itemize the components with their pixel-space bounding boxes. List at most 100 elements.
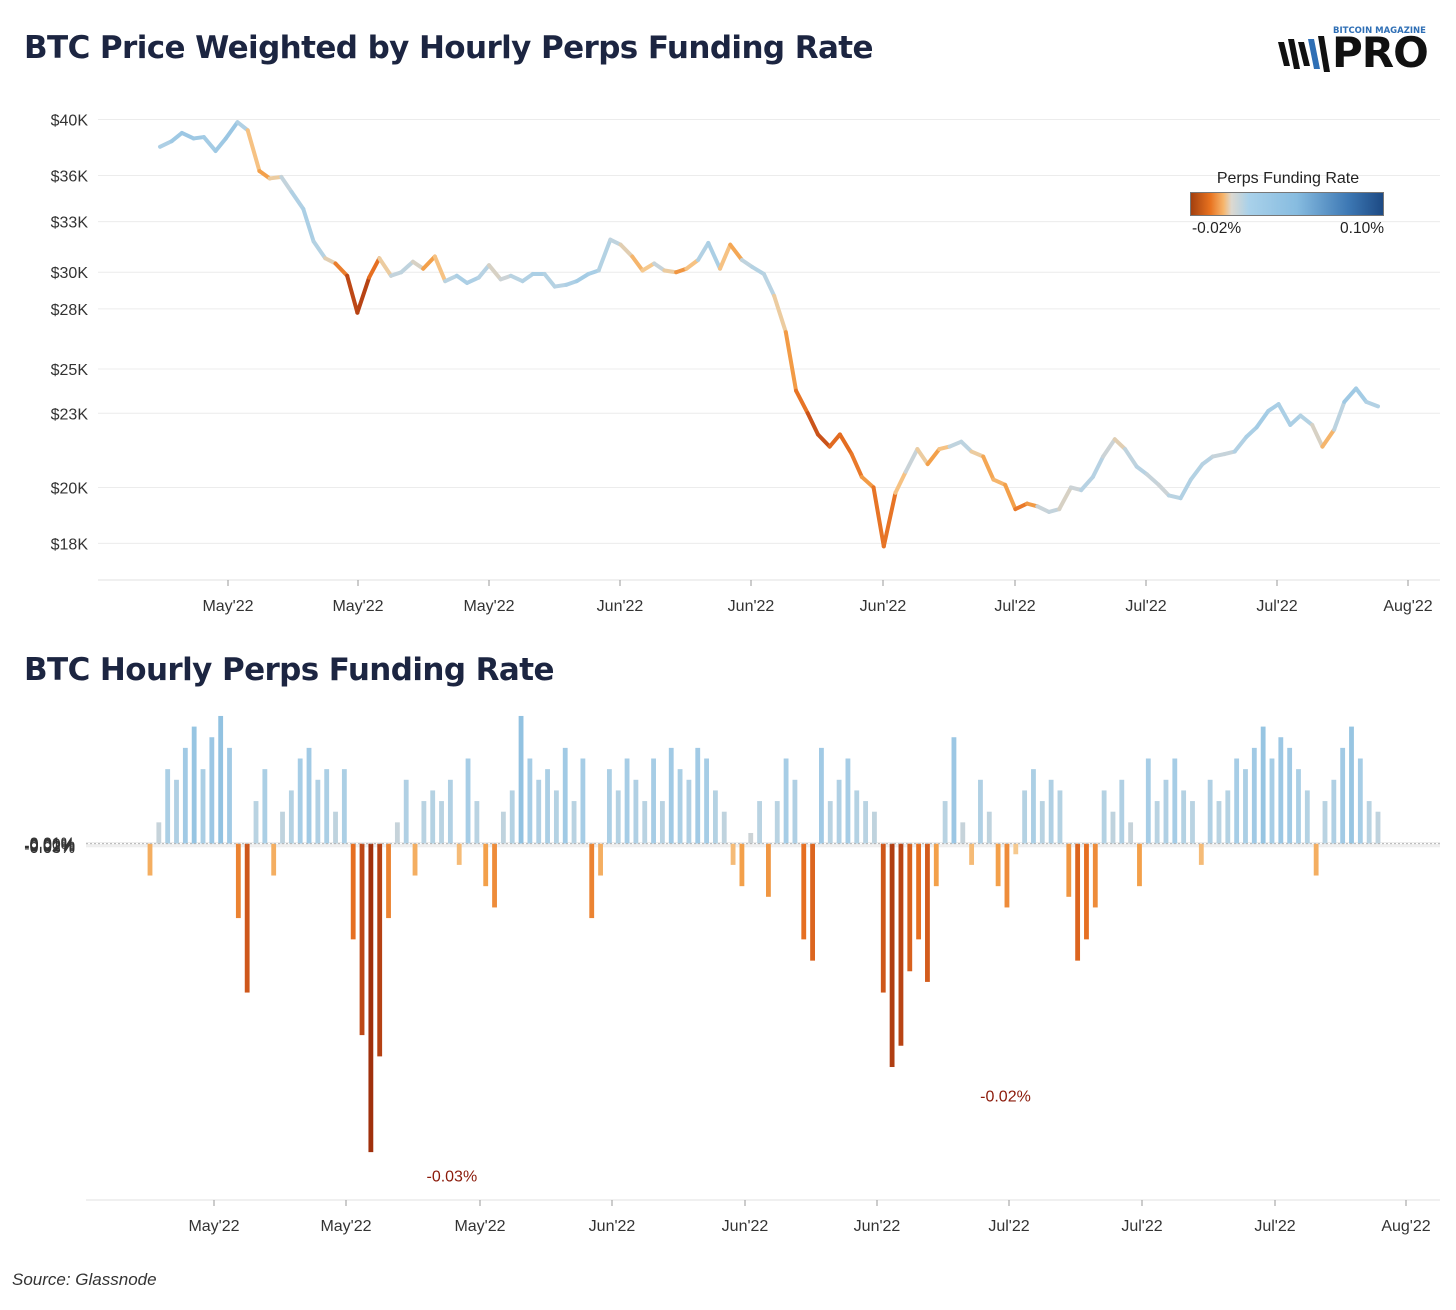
price-line-segment bbox=[542, 272, 557, 289]
funding-bar bbox=[227, 747, 232, 844]
price-y-tick: $36K bbox=[51, 168, 89, 185]
funding-bar bbox=[827, 801, 833, 844]
price-line-segment bbox=[1101, 437, 1117, 459]
funding-bar bbox=[297, 758, 303, 844]
funding-bar bbox=[509, 790, 515, 844]
funding-bar bbox=[880, 843, 886, 993]
price-line-segment bbox=[903, 447, 920, 474]
legend-color-bar bbox=[1190, 192, 1384, 216]
funding-bar bbox=[174, 779, 179, 844]
price-line-segment bbox=[235, 120, 250, 133]
funding-bar bbox=[677, 769, 683, 844]
price-line-segment bbox=[257, 169, 272, 181]
funding-bar bbox=[695, 747, 701, 844]
funding-bar bbox=[1075, 843, 1081, 961]
funding-bar bbox=[218, 715, 224, 844]
price-y-tick: $25K bbox=[51, 362, 89, 379]
funding-bar bbox=[165, 769, 171, 844]
price-line-segment bbox=[959, 439, 974, 454]
funding-bar bbox=[1137, 843, 1142, 887]
source-note: Source: Glassnode bbox=[12, 1270, 157, 1289]
funding-bar bbox=[606, 769, 612, 844]
price-line-segment bbox=[728, 242, 744, 262]
price-line-segment bbox=[1166, 493, 1183, 501]
price-line-segment bbox=[837, 432, 854, 457]
funding-bar bbox=[721, 811, 727, 844]
funding-bar bbox=[686, 779, 692, 844]
funding-bar bbox=[651, 758, 656, 844]
price-y-tick: $33K bbox=[51, 215, 89, 232]
price-line-segment bbox=[201, 135, 218, 153]
funding-bar bbox=[1207, 779, 1213, 844]
funding-bar bbox=[1331, 779, 1337, 844]
funding-bar bbox=[394, 822, 400, 844]
price-line-segment bbox=[871, 485, 886, 549]
price-line-segment bbox=[596, 237, 613, 273]
price-line-segment bbox=[213, 136, 228, 153]
price-line-segment bbox=[1144, 472, 1161, 487]
bitcoin-magazine-pro-logo: BITCOIN MAGAZINE PRO bbox=[1276, 26, 1442, 76]
price-line-segment bbox=[815, 432, 832, 449]
price-line-segment bbox=[1200, 454, 1215, 467]
funding-bar bbox=[324, 769, 330, 844]
funding-annotation: -0.03% bbox=[426, 1168, 477, 1185]
funding-bar bbox=[1092, 843, 1098, 908]
price-line-segment bbox=[1035, 504, 1052, 514]
price-line-segment bbox=[1254, 408, 1271, 430]
price-line-segment bbox=[245, 128, 262, 174]
price-line-segment bbox=[1090, 454, 1106, 479]
funding-bar bbox=[872, 811, 877, 844]
price-line-segment bbox=[915, 447, 930, 467]
price-line-segment bbox=[158, 139, 174, 149]
price-line-segment bbox=[706, 240, 723, 271]
funding-x-tick: Jul'22 bbox=[1121, 1218, 1162, 1235]
funding-bar bbox=[271, 843, 277, 876]
price-y-tick: $40K bbox=[51, 113, 89, 130]
price-y-tick: $23K bbox=[51, 406, 89, 423]
funding-bar bbox=[439, 801, 444, 844]
funding-bar bbox=[288, 790, 294, 844]
funding-bar bbox=[368, 843, 374, 1153]
price-line-segment bbox=[1364, 399, 1380, 409]
funding-bar bbox=[1216, 801, 1222, 844]
price-line-segment bbox=[739, 257, 755, 269]
funding-bar bbox=[854, 790, 860, 844]
price-line-segment bbox=[849, 452, 864, 479]
price-line-segment bbox=[1112, 437, 1128, 452]
price-line-segment bbox=[223, 120, 240, 141]
funding-bar bbox=[553, 790, 559, 844]
funding-bar bbox=[730, 843, 736, 865]
price-x-tick: Jul'22 bbox=[1256, 598, 1297, 615]
funding-bar bbox=[978, 779, 983, 844]
price-line-segment bbox=[1123, 447, 1139, 469]
funding-bar bbox=[1304, 790, 1310, 844]
price-line-segment bbox=[1003, 482, 1018, 512]
funding-bar bbox=[1172, 758, 1178, 844]
price-line-segment bbox=[761, 272, 777, 298]
price-line-segment bbox=[981, 454, 996, 482]
funding-bar bbox=[792, 779, 798, 844]
funding-bar bbox=[315, 779, 321, 844]
logo-pro-text: PRO bbox=[1332, 28, 1429, 77]
funding-bar bbox=[1313, 843, 1319, 876]
funding-bar bbox=[253, 801, 259, 844]
funding-x-tick: Aug'22 bbox=[1381, 1218, 1430, 1235]
funding-bar bbox=[1225, 790, 1231, 844]
price-line-segment bbox=[805, 411, 820, 437]
funding-bar bbox=[1154, 801, 1160, 844]
price-line-segment bbox=[1188, 462, 1205, 482]
funding-bar bbox=[1057, 790, 1063, 844]
funding-bar bbox=[916, 843, 922, 940]
funding-bar bbox=[1048, 779, 1054, 844]
price-line-segment bbox=[1244, 425, 1259, 439]
funding-bar bbox=[377, 843, 383, 1057]
price-x-tick: Jul'22 bbox=[994, 598, 1035, 615]
price-line-segment bbox=[618, 242, 635, 259]
funding-bar bbox=[633, 779, 639, 844]
price-line-segment bbox=[345, 273, 360, 315]
funding-bar bbox=[845, 758, 851, 844]
price-line-segment bbox=[1342, 386, 1359, 404]
funding-bar bbox=[1110, 811, 1116, 844]
funding-bar bbox=[1119, 779, 1125, 844]
logo-small-text: BITCOIN MAGAZINE bbox=[1333, 26, 1426, 36]
